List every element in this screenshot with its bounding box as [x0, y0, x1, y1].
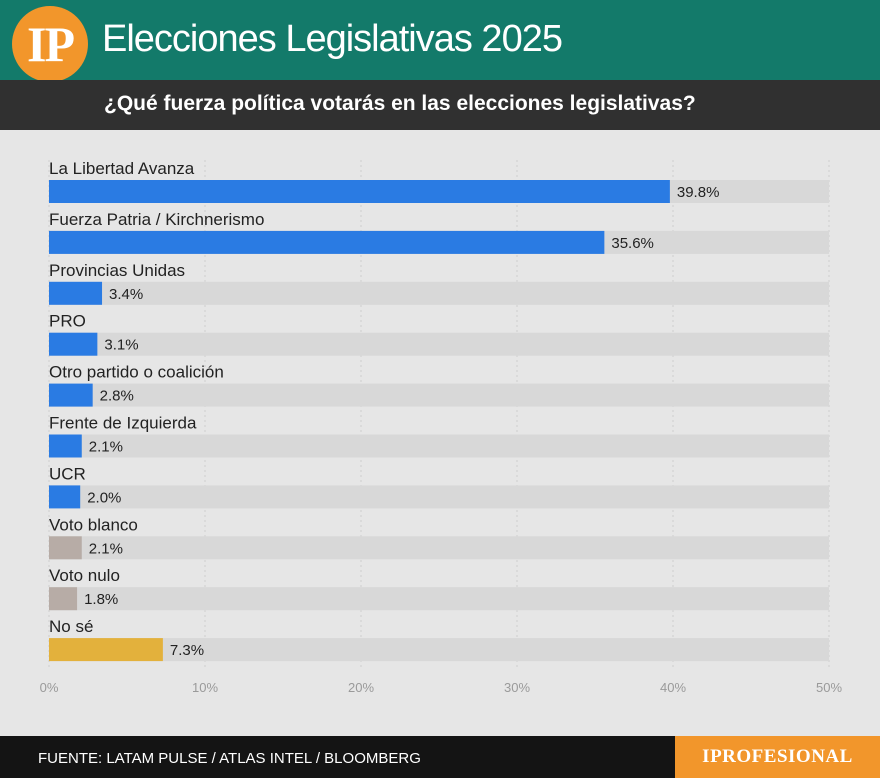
category-label: Provincias Unidas: [49, 261, 185, 280]
bar: [49, 587, 78, 611]
data-label: 35.6%: [611, 235, 654, 252]
x-tick-label: 20%: [348, 680, 374, 695]
bar: [49, 383, 93, 407]
bar: [49, 180, 670, 203]
x-tick-label: 40%: [660, 680, 686, 695]
bar-track: [49, 434, 829, 458]
bar-track: [49, 383, 829, 407]
category-label: La Libertad Avanza: [49, 159, 195, 178]
x-tick-label: 10%: [192, 680, 218, 695]
category-label: Frente de Izquierda: [49, 414, 197, 433]
x-tick-label: 30%: [504, 680, 530, 695]
question-bar: ¿Qué fuerza política votarás en las elec…: [0, 80, 880, 130]
data-label: 2.0%: [87, 489, 121, 506]
footer-bar: FUENTE: LATAM PULSE / ATLAS INTEL / BLOO…: [0, 736, 880, 778]
data-label: 39.8%: [677, 184, 720, 201]
bar-track: [49, 536, 829, 560]
bar: [49, 536, 82, 560]
data-label: 7.3%: [170, 642, 204, 659]
bar-track: [49, 332, 829, 356]
bar: [49, 332, 98, 356]
page-title: Elecciones Legislativas 2025: [102, 18, 563, 60]
data-label: 3.4%: [109, 286, 143, 303]
bar: [49, 434, 82, 458]
header-bar: IP Elecciones Legislativas 2025: [0, 0, 880, 82]
bar: [49, 281, 103, 305]
source-text: FUENTE: LATAM PULSE / ATLAS INTEL / BLOO…: [38, 750, 421, 767]
category-label: No sé: [49, 617, 93, 636]
bar: [49, 485, 81, 509]
data-label: 2.1%: [89, 439, 123, 456]
data-label: 2.8%: [100, 388, 134, 405]
category-label: Voto nulo: [49, 566, 120, 585]
bar-chart: La Libertad Avanza 39.8% Fuerza Patria / K…: [40, 159, 843, 695]
bar-track: [49, 638, 829, 662]
bar-track: [49, 281, 829, 305]
chart-question: ¿Qué fuerza política votarás en las elec…: [104, 92, 696, 115]
category-label: UCR: [49, 464, 86, 483]
bar: [49, 638, 163, 662]
data-label: 1.8%: [84, 591, 118, 608]
bar: [49, 230, 605, 254]
ip-logo: IP: [12, 6, 88, 82]
data-label: 3.1%: [104, 337, 138, 354]
bar-track: [49, 485, 829, 509]
category-label: PRO: [49, 312, 86, 331]
category-label: Voto blanco: [49, 515, 138, 534]
x-tick-label: 0%: [40, 680, 59, 695]
category-label: Otro partido o coalición: [49, 363, 224, 382]
brand-logo: IPROFESIONAL: [675, 736, 880, 778]
x-tick-label: 50%: [816, 680, 842, 695]
bar-track: [49, 587, 829, 611]
data-label: 2.1%: [89, 540, 123, 557]
category-label: Fuerza Patria / Kirchnerismo: [49, 210, 264, 229]
